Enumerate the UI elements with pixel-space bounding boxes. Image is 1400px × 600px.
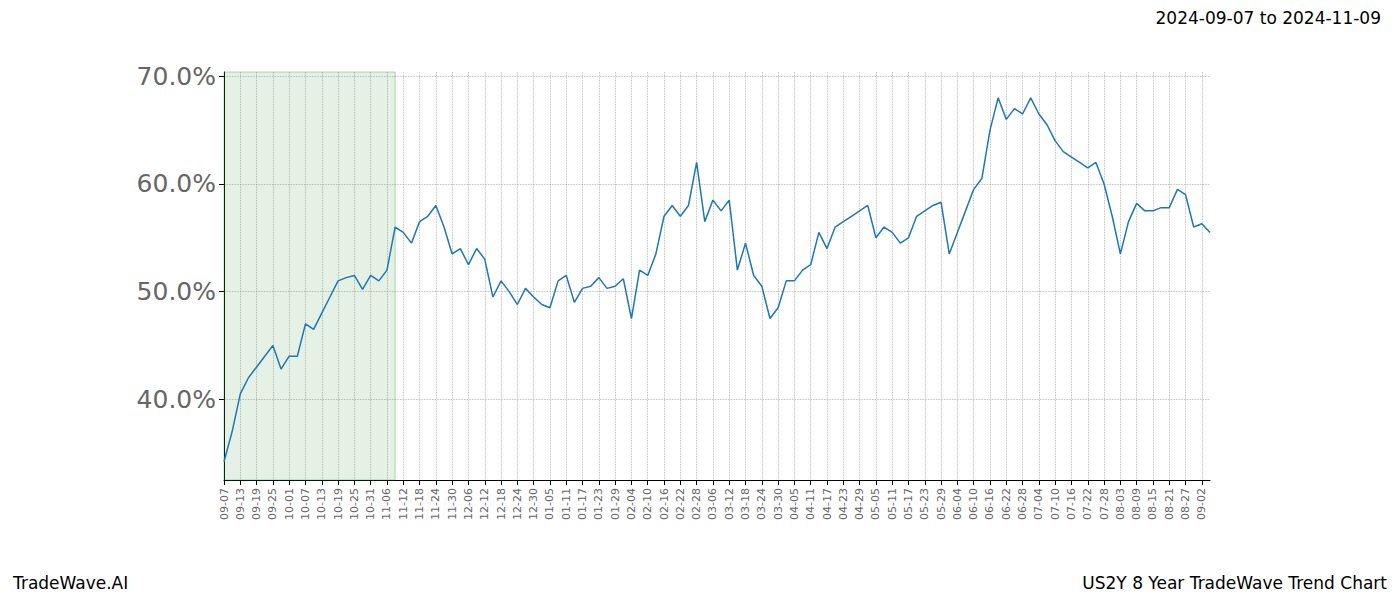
svg-text:06-16: 06-16 <box>983 488 996 520</box>
svg-text:01-23: 01-23 <box>592 488 605 520</box>
svg-text:03-24: 03-24 <box>755 488 768 520</box>
svg-text:05-11: 05-11 <box>886 488 899 520</box>
svg-text:10-01: 10-01 <box>283 488 296 520</box>
svg-text:60.0%: 60.0% <box>137 169 216 198</box>
svg-text:09-19: 09-19 <box>250 488 263 520</box>
svg-text:03-06: 03-06 <box>706 488 719 520</box>
svg-text:02-10: 02-10 <box>641 488 654 520</box>
svg-text:01-05: 01-05 <box>543 488 556 520</box>
svg-text:70.0%: 70.0% <box>137 62 216 91</box>
svg-text:05-17: 05-17 <box>902 488 915 520</box>
svg-text:04-11: 04-11 <box>804 488 817 520</box>
svg-text:04-23: 04-23 <box>837 488 850 520</box>
svg-text:04-29: 04-29 <box>853 488 866 520</box>
svg-text:07-22: 07-22 <box>1081 488 1094 520</box>
svg-text:07-28: 07-28 <box>1098 488 1111 520</box>
svg-text:09-25: 09-25 <box>266 488 279 520</box>
svg-text:08-09: 08-09 <box>1130 488 1143 520</box>
svg-text:09-07: 09-07 <box>218 488 231 520</box>
svg-text:06-04: 06-04 <box>951 488 964 520</box>
svg-text:12-24: 12-24 <box>511 488 524 520</box>
svg-text:06-28: 06-28 <box>1016 488 1029 520</box>
svg-text:02-16: 02-16 <box>658 488 671 520</box>
svg-text:50.0%: 50.0% <box>137 277 216 306</box>
svg-text:12-30: 12-30 <box>527 488 540 520</box>
svg-text:TradeWave.AI: TradeWave.AI <box>12 573 128 593</box>
svg-text:01-11: 01-11 <box>560 488 573 520</box>
svg-text:12-12: 12-12 <box>478 488 491 520</box>
svg-text:10-19: 10-19 <box>332 488 345 520</box>
svg-text:10-31: 10-31 <box>364 488 377 520</box>
svg-text:11-12: 11-12 <box>397 488 410 520</box>
svg-text:2024-09-07 to 2024-11-09: 2024-09-07 to 2024-11-09 <box>1156 8 1381 28</box>
svg-text:07-04: 07-04 <box>1032 488 1045 520</box>
svg-text:02-28: 02-28 <box>690 488 703 520</box>
svg-text:10-25: 10-25 <box>348 488 361 520</box>
svg-text:08-27: 08-27 <box>1179 488 1192 520</box>
svg-text:08-21: 08-21 <box>1163 488 1176 520</box>
svg-text:08-03: 08-03 <box>1114 488 1127 520</box>
svg-text:03-30: 03-30 <box>772 488 785 520</box>
svg-text:11-18: 11-18 <box>413 488 426 520</box>
svg-text:09-02: 09-02 <box>1195 488 1208 520</box>
svg-text:06-22: 06-22 <box>1000 488 1013 520</box>
svg-text:01-17: 01-17 <box>576 488 589 520</box>
svg-text:US2Y 8 Year TradeWave Trend Ch: US2Y 8 Year TradeWave Trend Chart <box>1082 573 1387 593</box>
svg-text:05-05: 05-05 <box>869 488 882 520</box>
svg-text:12-18: 12-18 <box>495 488 508 520</box>
svg-text:02-22: 02-22 <box>674 488 687 520</box>
svg-text:07-10: 07-10 <box>1049 488 1062 520</box>
svg-text:04-17: 04-17 <box>821 488 834 520</box>
svg-text:10-13: 10-13 <box>315 488 328 520</box>
svg-text:03-18: 03-18 <box>739 488 752 520</box>
svg-text:01-29: 01-29 <box>609 488 622 520</box>
svg-text:08-15: 08-15 <box>1146 488 1159 520</box>
svg-text:11-24: 11-24 <box>429 488 442 520</box>
svg-text:05-23: 05-23 <box>918 488 931 520</box>
svg-text:40.0%: 40.0% <box>137 385 216 414</box>
svg-text:03-12: 03-12 <box>723 488 736 520</box>
svg-text:04-05: 04-05 <box>788 488 801 520</box>
svg-text:11-30: 11-30 <box>446 488 459 520</box>
svg-text:06-10: 06-10 <box>967 488 980 520</box>
svg-text:09-13: 09-13 <box>234 488 247 520</box>
svg-text:02-04: 02-04 <box>625 488 638 520</box>
svg-text:07-16: 07-16 <box>1065 488 1078 520</box>
svg-text:05-29: 05-29 <box>935 488 948 520</box>
svg-text:10-07: 10-07 <box>299 488 312 520</box>
svg-text:12-06: 12-06 <box>462 488 475 520</box>
svg-text:11-06: 11-06 <box>380 488 393 520</box>
